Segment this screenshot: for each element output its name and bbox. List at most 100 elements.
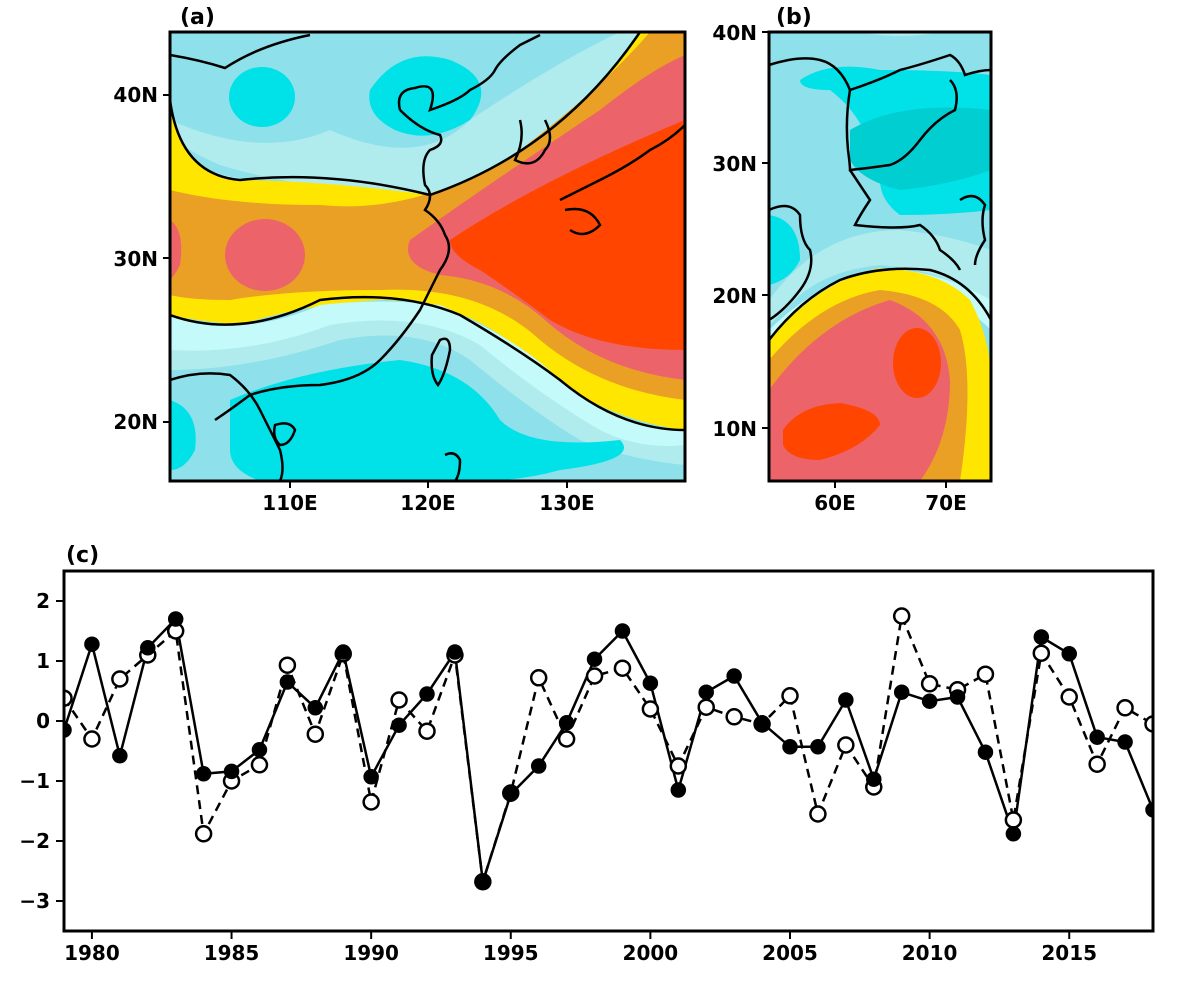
contour-fill — [170, 32, 685, 195]
contour-fill — [450, 120, 685, 350]
data-point-dashed-open — [697, 698, 715, 716]
data-point-solid-filled — [1033, 629, 1050, 645]
lon-tick-label: 130E — [539, 491, 594, 515]
lon-tick-label: 70E — [925, 491, 967, 515]
data-point-solid-filled — [586, 651, 603, 667]
panel-b-contours — [769, 32, 991, 481]
data-point-solid-filled — [1089, 729, 1105, 745]
data-point-dashed-open — [920, 675, 939, 693]
data-point-solid-filled — [279, 674, 296, 690]
data-point-dashed-open — [194, 825, 213, 843]
data-point-dashed-open — [585, 667, 604, 685]
data-point-dashed-open — [390, 691, 408, 709]
panel-b-label: (b) — [776, 5, 812, 30]
data-point-dashed-open — [418, 722, 436, 740]
panel-c-label: (c) — [66, 543, 99, 568]
data-point-dashed-open — [250, 756, 269, 774]
data-point-solid-filled — [977, 744, 994, 760]
data-point-dashed-open — [1088, 755, 1106, 773]
data-point-solid-filled — [782, 739, 798, 755]
data-point-dashed-open — [809, 805, 827, 823]
data-point-dashed-open — [641, 700, 660, 718]
y-tick-label: 0 — [36, 709, 50, 733]
data-point-dashed-open — [892, 607, 911, 625]
panel-b-lon-ticks: 60E 70E — [814, 481, 967, 515]
lat-tick-label: 10N — [712, 417, 757, 441]
contour-fill — [170, 400, 196, 470]
panel-a-contours — [170, 32, 685, 481]
panel-a-lon-ticks: 110E 120E 130E — [262, 481, 595, 515]
contour-fill — [893, 328, 941, 398]
lon-tick-label: 120E — [400, 491, 455, 515]
data-point-dashed-open — [669, 757, 688, 775]
contour-fill — [229, 67, 295, 127]
data-point-solid-filled — [64, 722, 72, 738]
contour-fill — [170, 220, 182, 280]
data-point-solid-filled — [614, 623, 631, 639]
data-point-solid-filled — [503, 786, 519, 802]
data-point-dashed-open — [1116, 699, 1134, 717]
lat-tick-label: 30N — [113, 247, 158, 271]
data-point-dashed-open — [529, 669, 548, 687]
data-point-solid-filled — [642, 675, 659, 691]
zero-contour-line — [769, 267, 991, 341]
data-point-solid-filled — [419, 686, 435, 702]
data-point-solid-filled — [251, 742, 268, 758]
x-tick-label: 1995 — [483, 941, 539, 965]
panel-c-frame — [62, 569, 1155, 933]
data-point-solid-filled — [726, 668, 742, 684]
contour-fill — [783, 403, 880, 460]
y-tick-label: −1 — [19, 769, 50, 793]
coastlines — [769, 53, 991, 322]
x-tick-label: 2015 — [1041, 941, 1097, 965]
data-point-solid-filled — [670, 782, 687, 798]
data-point-dashed-open — [83, 730, 101, 748]
coastlines — [170, 33, 685, 481]
panel-b-frame — [767, 30, 993, 483]
data-point-dashed-open — [613, 659, 632, 677]
data-point-dashed-open — [557, 730, 576, 748]
lat-tick-label: 20N — [712, 284, 757, 308]
data-point-solid-filled — [838, 692, 854, 708]
data-point-solid-filled — [307, 700, 324, 716]
x-tick-label: 2010 — [902, 941, 958, 965]
data-point-solid-filled — [335, 644, 351, 660]
y-tick-label: −2 — [19, 829, 50, 853]
panel-a-label: (a) — [180, 5, 215, 30]
series-line-dashed-open — [64, 611, 1153, 883]
data-point-solid-filled — [949, 689, 966, 705]
y-axis: 2 1 0 −1 −2 −3 — [19, 589, 64, 913]
data-point-solid-filled — [1117, 734, 1133, 750]
data-point-solid-filled — [475, 874, 491, 890]
lat-tick-label: 40N — [712, 21, 757, 45]
panel-b: (b) — [712, 5, 993, 515]
data-point-solid-filled — [447, 644, 463, 660]
data-point-solid-filled — [558, 715, 575, 731]
data-point-dashed-open — [111, 670, 129, 688]
data-point-dashed-open — [1004, 811, 1023, 829]
data-point-dashed-open — [362, 793, 380, 811]
data-point-solid-filled — [698, 684, 714, 700]
data-point-solid-filled — [1061, 646, 1077, 662]
contour-fill — [230, 360, 624, 481]
data-point-solid-filled — [167, 611, 184, 627]
data-point-solid-filled — [893, 684, 910, 700]
x-tick-label: 2000 — [623, 941, 679, 965]
data-point-solid-filled — [754, 715, 770, 731]
x-axis: 1980 1985 1990 1995 2000 2005 2010 2015 — [64, 931, 1097, 965]
zero-contour-line — [170, 295, 685, 432]
y-tick-label: 2 — [36, 589, 50, 613]
data-point-solid-filled — [866, 771, 882, 787]
lat-tick-label: 30N — [712, 152, 757, 176]
data-point-dashed-open — [64, 689, 73, 707]
lon-tick-label: 60E — [814, 491, 856, 515]
panel-c: (c) 2 1 0 −1 −2 −3 1980 1985 1990 1995 2000 2005 20… — [19, 543, 1155, 965]
data-point-solid-filled — [195, 766, 212, 782]
data-point-dashed-open — [837, 736, 855, 754]
data-point-solid-filled — [530, 758, 547, 774]
panel-a-lat-ticks: 40N 30N 20N — [113, 83, 170, 434]
lat-tick-label: 20N — [113, 410, 158, 434]
panel-b-lat-ticks: 40N 30N 20N 10N — [712, 21, 769, 441]
contour-fill — [369, 56, 482, 136]
data-point-solid-filled — [1005, 826, 1022, 842]
